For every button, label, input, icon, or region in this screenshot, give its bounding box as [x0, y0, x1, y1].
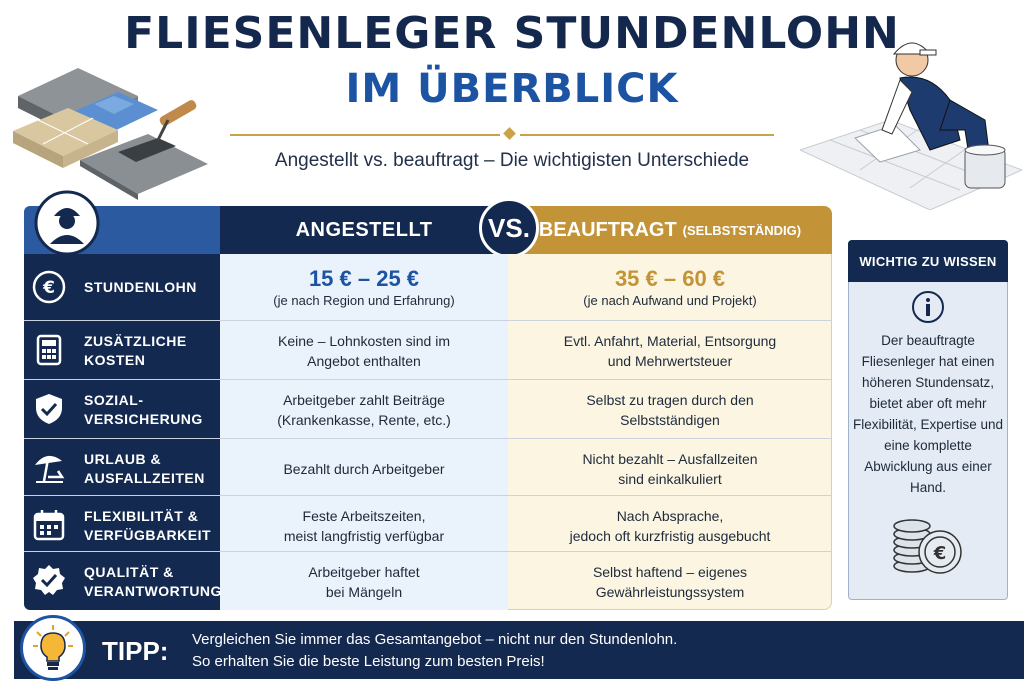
beauftragt-cell: Evtl. Anfahrt, Material, Entsorgung und … — [563, 332, 777, 369]
table-row-flexibilitaet: FLEXIBILITÄT & VERFÜGBARKEIT Feste Arbei… — [24, 496, 832, 555]
row-divider — [24, 495, 832, 496]
beauftragt-price: 35 € – 60 € — [614, 265, 726, 291]
row-label: SOZIAL- VERSICHERUNG — [84, 391, 203, 427]
angestellt-price-note: (je nach Region und Erfahrung) — [273, 292, 455, 308]
angestellt-cell: Feste Arbeitszeiten, meist langfristig v… — [283, 507, 445, 544]
page-title-line2: IM ÜBERBLICK — [345, 66, 679, 112]
tiles-trowel-illustration — [13, 68, 208, 200]
table-row-stundenlohn: € STUNDENLOHN 15 € – 25 € (je nach Regio… — [24, 258, 832, 317]
calendar-icon — [33, 510, 65, 541]
tip-label: TIPP: — [102, 636, 169, 666]
svg-text:€: € — [933, 543, 947, 564]
coins-euro-icon: € — [893, 519, 962, 574]
beauftragt-price-note: (je nach Aufwand und Projekt) — [583, 292, 757, 308]
divider-left — [230, 134, 500, 136]
page-title: FLIESENLEGER STUNDENLOHN — [124, 8, 900, 59]
divider-right — [520, 134, 774, 136]
row-label: STUNDENLOHN — [84, 279, 197, 295]
table-row-sozialversicherung: SOZIAL- VERSICHERUNG Arbeitgeber zahlt B… — [24, 380, 832, 439]
info-icon — [912, 291, 944, 323]
angestellt-column — [220, 254, 508, 610]
beauftragt-cell: Selbst zu tragen durch den Selbstständig… — [586, 391, 754, 428]
angestellt-cell: Bezahlt durch Arbeitgeber — [283, 460, 445, 477]
beauftragt-cell: Nach Absprache, jedoch oft kurzfristig a… — [569, 507, 771, 544]
table-row-kosten: ZUSÄTZLICHE KOSTEN Keine – Lohnkosten si… — [24, 321, 832, 380]
calculator-icon — [36, 334, 62, 366]
divider-diamond — [503, 127, 516, 140]
tip-line-1: Vergleichen Sie immer das Gesamtangebot … — [192, 631, 678, 648]
beauftragt-column — [508, 254, 832, 610]
euro-icon: € — [32, 270, 66, 304]
row-divider — [24, 320, 832, 321]
row-divider — [24, 551, 832, 552]
info-panel-text: Der beauftragte Fliesenleger hat einen h… — [852, 333, 1004, 495]
vs-badge: VS. — [479, 198, 539, 258]
row-label: ZUSÄTZLICHE KOSTEN — [84, 332, 187, 368]
row-label: FLEXIBILITÄT & VERFÜGBARKEIT — [84, 507, 212, 543]
svg-text:€: € — [42, 278, 55, 298]
shield-check-icon — [36, 394, 62, 424]
column-header-angestellt: ANGESTELLT — [220, 206, 508, 254]
column-header-beauftragt: BEAUFTRAGT (SELBSTSTÄNDIG) — [508, 206, 832, 254]
tile-worker-illustration — [800, 42, 1022, 210]
row-label: URLAUB & AUSFALLZEITEN — [84, 450, 205, 486]
row-divider — [24, 438, 832, 439]
angestellt-cell: Arbeitgeber zahlt Beiträge (Krankenkasse… — [277, 391, 451, 428]
lightbulb-icon — [33, 625, 73, 670]
info-panel-heading: WICHTIG ZU WISSEN — [848, 240, 1008, 282]
row-label-column — [24, 254, 220, 610]
row-label: QUALITÄT & VERANTWORTUNG — [84, 563, 222, 599]
row-divider — [24, 379, 832, 380]
angestellt-price: 15 € – 25 € — [308, 265, 420, 291]
beauftragt-cell: Selbst haftend – eigenes Gewährleistungs… — [592, 563, 748, 600]
column-header-beauftragt-label: BEAUFTRAGT — [538, 218, 677, 241]
beauftragt-cell: 35 € – 60 € (je nach Aufwand und Projekt… — [508, 258, 832, 317]
angestellt-cell: Arbeitgeber haftet bei Mängeln — [308, 563, 420, 600]
tip-bar — [14, 621, 1024, 679]
table-row-qualitaet: QUALITÄT & VERANTWORTUNG Arbeitgeber haf… — [24, 552, 832, 611]
table-row-urlaub: URLAUB & AUSFALLZEITEN Bezahlt durch Arb… — [24, 439, 832, 498]
quality-badge-icon — [33, 565, 65, 595]
tip-line-2: So erhalten Sie die beste Leistung zum b… — [192, 653, 545, 670]
angestellt-cell: 15 € – 25 € (je nach Region und Erfahrun… — [220, 258, 508, 317]
angestellt-cell: Keine – Lohnkosten sind im Angebot entha… — [278, 332, 450, 369]
beauftragt-cell: Nicht bezahlt – Ausfallzeiten sind einka… — [582, 450, 758, 487]
worker-avatar-icon — [34, 190, 100, 256]
subtitle: Angestellt vs. beauftragt – Die wichtigi… — [274, 150, 750, 171]
beach-umbrella-icon — [35, 455, 65, 483]
column-header-beauftragt-suffix: (SELBSTSTÄNDIG) — [682, 222, 802, 238]
tip-text: Vergleichen Sie immer das Gesamtangebot … — [192, 629, 677, 673]
